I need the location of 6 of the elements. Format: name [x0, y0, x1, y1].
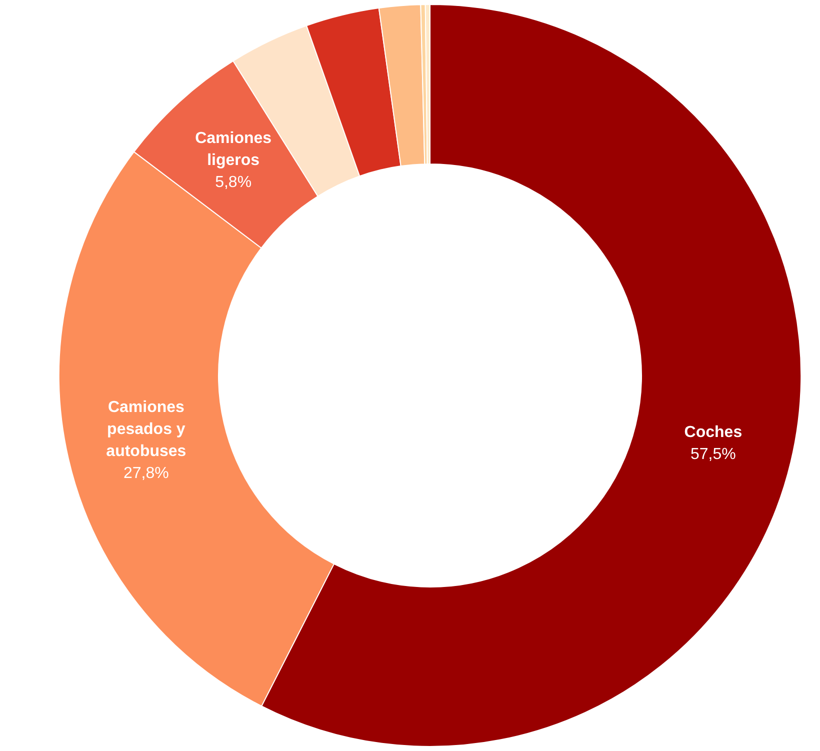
slice-label: Camiones ligeros: [195, 130, 272, 170]
data-label: 5,8%: [215, 174, 252, 192]
data-label: 27,8%: [123, 465, 169, 482]
slice-label: Camiones pesados y autobuses: [106, 399, 186, 460]
data-label: 57,5%: [690, 446, 736, 463]
slice-label: Coches: [684, 424, 742, 441]
